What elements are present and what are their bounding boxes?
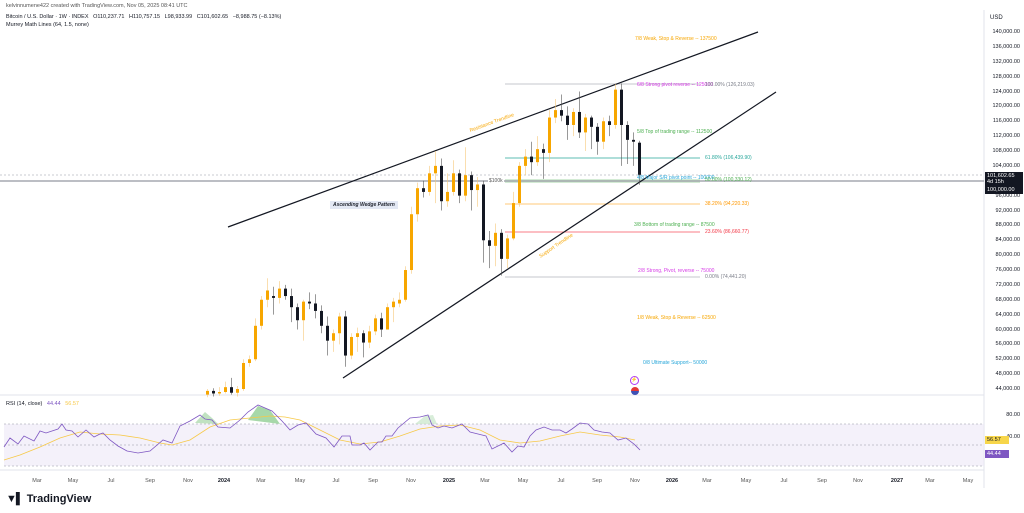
ascending-wedge-note[interactable]: Ascending Wedge Pattern: [330, 201, 398, 209]
time-tick: May: [517, 478, 529, 484]
price-tick: 68,000.00: [995, 296, 1020, 303]
price-tick: 56,000.00: [995, 341, 1020, 348]
price-tick: 124,000.00: [992, 88, 1020, 95]
level-100k-tag: 100,000.00: [985, 186, 1023, 194]
murrey-1-8: 1/8 Weak, Stop & Reverse -- 62500: [637, 315, 716, 321]
rsi-axis-40: 40.00: [1006, 434, 1020, 440]
murrey-3-8: 3/8 Bottom of trading range -- 87500: [634, 222, 715, 228]
time-tick: Sep: [592, 478, 602, 484]
murrey-5-8: 5/8 Top of trading range -- 112500: [637, 129, 713, 135]
ohlc-open: O110,237.71: [93, 14, 125, 20]
price-tick: 48,000.00: [995, 371, 1020, 378]
tradingview-logo[interactable]: ▼▌ TradingView: [6, 493, 91, 505]
time-tick: Mar: [480, 478, 490, 484]
fib-100: 100.00% (126,219.03): [705, 82, 755, 88]
rsi-axis-80: 80.00: [1006, 412, 1020, 418]
time-tick: Sep: [817, 478, 827, 484]
candlesticks: [206, 83, 641, 398]
rsi-ma-value: 56.57: [65, 401, 79, 407]
time-tick: May: [294, 478, 306, 484]
currency-label[interactable]: USD: [990, 15, 1003, 21]
time-tick: Nov: [406, 478, 416, 484]
price-tick: 92,000.00: [995, 207, 1020, 214]
time-tick: Mar: [702, 478, 712, 484]
time-tick: Nov: [630, 478, 640, 484]
time-tick: Mar: [925, 478, 935, 484]
price-tick: 76,000.00: [995, 267, 1020, 274]
price-tick: 128,000.00: [992, 73, 1020, 80]
price-tick: 60,000.00: [995, 326, 1020, 333]
time-tick: Mar: [32, 478, 42, 484]
rsi-ma-tag: 56.57: [985, 436, 1009, 444]
price-tick: 108,000.00: [992, 148, 1020, 154]
price-tick: 96,000.00: [995, 192, 1020, 199]
price-tick: 120,000.00: [992, 103, 1020, 110]
murrey-0-8: 0/8 Ultimate Support-- 50000: [643, 360, 708, 366]
price-tick: 80,000.00: [995, 252, 1020, 259]
price-tick: 44,000.00: [995, 386, 1020, 393]
price-tick: 88,000.00: [995, 222, 1020, 229]
chart-credit: kelvinnumene422 created with TradingView…: [6, 3, 188, 9]
time-tick: Sep: [145, 478, 155, 484]
last-price-tag: 101,602.65 4d 15h: [985, 172, 1023, 186]
time-tick: Jul: [107, 478, 115, 484]
ohlc-close: C101,602.65: [196, 14, 229, 20]
price-tick: 52,000.00: [995, 356, 1020, 363]
time-tick: Nov: [183, 478, 193, 484]
time-tick: Mar: [256, 478, 266, 484]
murrey-7-8: 7/8 Weak, Stop & Reverse -- 137500: [635, 36, 717, 42]
time-tick: 2027: [890, 478, 904, 484]
last-price-value: 101,602.65: [987, 173, 1015, 179]
time-tick: Sep: [368, 478, 378, 484]
murrey-6-8: 6/8 Strong pivot reverse -- 125000: [637, 82, 713, 88]
rsi-title: RSI (14, close): [6, 401, 43, 407]
price-tick: 112,000.00: [992, 133, 1020, 140]
ohlc-change: −8,988.75 (−8.13%): [232, 14, 282, 20]
chart-legend: Bitcoin / U.S. Dollar · 1W · INDEX O110,…: [6, 13, 281, 29]
murrey-2-8: 2/8 Strong, Pivot, reverse -- 75000: [638, 268, 715, 274]
price-tick: 132,000.00: [992, 58, 1020, 65]
fib-0: 0.00% (74,441.20): [705, 274, 747, 280]
rsi-value-tag: 44.44: [985, 450, 1009, 458]
rsi-pane[interactable]: [3, 404, 984, 467]
time-tick: May: [67, 478, 79, 484]
time-tick: Nov: [853, 478, 863, 484]
murrey-4-8: 4/8 Major S/R pivot point -- 100000: [637, 175, 715, 181]
time-tick: Jul: [557, 478, 565, 484]
fib-38-2: 38.20% (94,220.33): [705, 201, 749, 207]
tradingview-logo-icon: ▼▌: [6, 493, 24, 505]
tradingview-brand: TradingView: [26, 493, 92, 505]
fib-61-8: 61.80% (106,439.90): [705, 155, 752, 161]
fib-23-6: 23.60% (86,660.77): [705, 229, 749, 235]
time-tick: 2024: [217, 478, 231, 484]
price-tick: 72,000.00: [995, 281, 1020, 288]
rsi-value: 44.44: [46, 401, 61, 407]
level-100k-label: $100k: [488, 178, 504, 184]
price-tick: 116,000.00: [992, 118, 1020, 125]
time-tick: Jul: [780, 478, 788, 484]
price-tick: 140,000.00: [992, 29, 1020, 35]
price-tick: 84,000.00: [995, 237, 1020, 244]
time-tick: Jul: [332, 478, 340, 484]
time-tick: May: [962, 478, 974, 484]
indicator-legend[interactable]: Murrey Math Lines (64, 1.5, none): [6, 22, 89, 28]
rsi-legend[interactable]: RSI (14, close) 44.44 56.57: [6, 401, 79, 407]
time-tick: May: [740, 478, 752, 484]
price-tick: 104,000.00: [992, 162, 1020, 169]
symbol-row[interactable]: Bitcoin / U.S. Dollar · 1W · INDEX O110,…: [6, 13, 281, 21]
symbol-title: Bitcoin / U.S. Dollar · 1W · INDEX: [6, 14, 89, 20]
price-tick: 136,000.00: [992, 43, 1020, 50]
dividend-event-icon[interactable]: ⚡: [630, 376, 639, 385]
price-tick: 64,000.00: [995, 311, 1020, 318]
support-trendline: [342, 91, 777, 379]
time-tick: 2026: [665, 478, 679, 484]
fib-50: 50.00% (100,330.12): [705, 177, 752, 183]
bar-countdown: 4d 15h: [987, 179, 1004, 185]
time-tick: 2025: [442, 478, 456, 484]
ohlc-low: L98,933.99: [164, 14, 193, 20]
us-flag-event-icon[interactable]: [631, 387, 639, 395]
resistance-trendline: [227, 31, 759, 228]
ohlc-high: H110,757.15: [129, 14, 161, 20]
